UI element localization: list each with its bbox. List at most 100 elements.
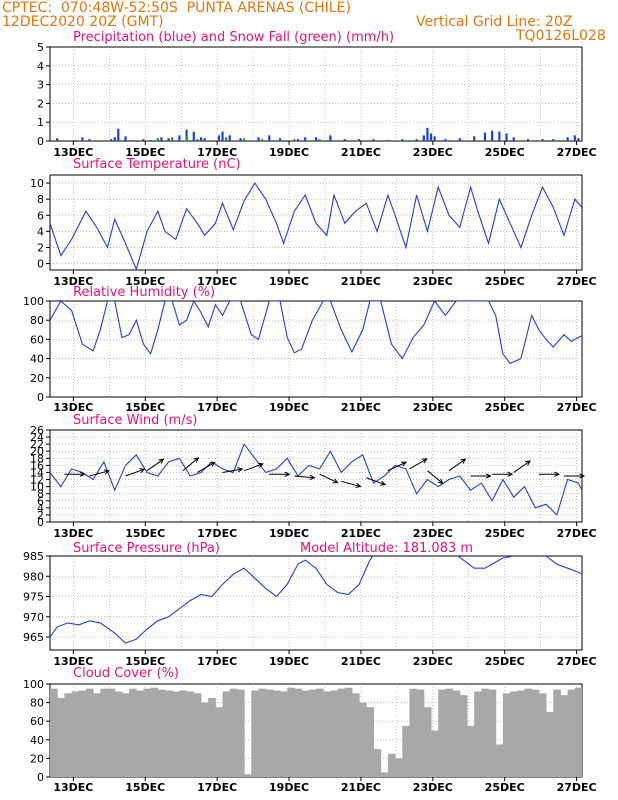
panel6-cloud-cover-bar <box>452 690 461 777</box>
panel6-cloud-cover-bar <box>78 690 87 777</box>
panel6-cloud-cover-bar <box>416 689 425 777</box>
panel6-cloud-cover-bar <box>316 688 324 777</box>
panel2-ytick-label: 2 <box>37 241 44 254</box>
panel6-cloud-cover-bar <box>236 689 245 777</box>
panel5-ytick-label: 975 <box>23 591 44 604</box>
panel1-precipitation-bar <box>573 135 576 141</box>
panel4-xtick-label: 19DEC <box>269 527 309 540</box>
panel4-wind-arrow-head <box>421 458 428 464</box>
panel1-precipitation-bar <box>552 139 555 141</box>
panel4-ytick-label: 2 <box>37 509 44 522</box>
panel6-cloud-cover-bar <box>294 688 303 777</box>
panel5-xtick-label: 19DEC <box>269 655 309 668</box>
panel1-precipitation-bar <box>577 138 580 141</box>
panel4-wind-arrow-head <box>525 460 532 466</box>
panel6-cloud-cover-bar <box>121 693 130 777</box>
panel4-wind-arrow <box>387 461 407 472</box>
panel4-xtick-label: 15DEC <box>125 527 165 540</box>
panel3-ytick-label: 80 <box>30 314 44 327</box>
panel5-ytick-label: 980 <box>23 570 44 583</box>
panel6-cloud-cover-bar <box>251 690 259 777</box>
panel4-wind-arrow <box>294 475 315 479</box>
panel2-xtick-label: 25DEC <box>485 275 525 288</box>
panel6-cloud-cover-bar <box>431 730 439 777</box>
panel2-ytick-label: 4 <box>37 225 44 238</box>
panel6-xtick-label: 21DEC <box>341 781 381 794</box>
panel1-precipitation-bar <box>131 140 134 141</box>
panel1-ytick-label: 1 <box>37 116 44 129</box>
panel6-ytick-label: 40 <box>30 734 44 747</box>
panel6-ytick-label: 60 <box>30 715 44 728</box>
panel1-precipitation-bar <box>221 131 224 141</box>
panel6-xtick-label: 23DEC <box>413 781 453 794</box>
panel4-wind-arrow-head <box>193 457 200 463</box>
panel6-cloud-cover-bar <box>323 691 331 777</box>
panel6-cloud-cover-bar <box>258 688 267 777</box>
panel4-wind-arrow-head <box>485 473 492 479</box>
panel1-precipitation-bar <box>178 135 181 141</box>
panel3-ytick-label: 60 <box>30 333 44 346</box>
panel5-xtick-label: 27DEC <box>557 655 597 668</box>
panel4-xtick-label: 21DEC <box>341 527 381 540</box>
panel4-ytick-label: 24 <box>30 431 44 444</box>
panel4-wind-arrow <box>409 458 428 470</box>
panel6-cloud-cover-bar <box>301 690 310 777</box>
panel1-xtick-label: 21DEC <box>341 146 381 159</box>
panel1-precipitation-bar <box>473 136 476 141</box>
panel1-precipitation-bar <box>110 139 113 141</box>
panel3-xtick-label: 27DEC <box>557 401 597 414</box>
panel1-precipitation-bar <box>343 139 346 141</box>
panel6-cloud-cover-bar <box>459 695 468 777</box>
panel6-cloud-cover-bar <box>272 690 281 777</box>
panel6-cloud-cover-bar <box>215 707 224 777</box>
panel4-wind-arrow <box>89 470 109 477</box>
panel1-precipitation-bar <box>314 137 318 141</box>
panel1-precipitation-bar <box>422 135 425 141</box>
panel1-precipitation-bar <box>401 139 404 141</box>
panel6-cloud-cover-bar <box>560 695 569 777</box>
panel2-xtick-label: 21DEC <box>341 275 381 288</box>
panel6-cloud-cover-bar <box>495 744 504 777</box>
panel2-xtick-label: 13DEC <box>53 275 93 288</box>
panel6-cloud-cover-bar <box>574 687 582 777</box>
panel6-cloud-cover-bar <box>344 687 353 777</box>
panel1-ytick-label: 0 <box>37 135 44 148</box>
panel4-wind-arrow <box>366 477 386 486</box>
panel5-ytick-label: 970 <box>23 611 44 624</box>
panel6-cloud-cover-bar <box>567 689 576 777</box>
panel6-cloud-cover-bar <box>150 687 159 777</box>
panel1-snow-fall-bar <box>196 139 199 141</box>
panel6-cloud-cover-bar <box>200 702 209 777</box>
panel1-snow-fall-bar <box>185 136 188 141</box>
panel1-ytick-label: 5 <box>37 41 44 54</box>
panel3-ytick-label: 100 <box>23 295 44 308</box>
panel4-title: Surface Wind (m/s) <box>73 413 197 428</box>
panel4-wind-arrow-head <box>355 482 362 488</box>
panel5-ytick-label: 965 <box>23 631 44 644</box>
panel1-frame <box>49 46 583 142</box>
panel1-precipitation-bar <box>444 139 447 141</box>
panel1-precipitation-bar <box>505 133 508 141</box>
panel4-wind-arrow-head <box>79 471 86 477</box>
panel6-cloud-cover-bar <box>129 688 137 777</box>
panel2-ytick-label: 0 <box>37 258 44 271</box>
panel1-precipitation-bar <box>257 137 260 141</box>
panel4-wind-arrow <box>197 462 215 473</box>
panel6-cloud-cover-bar <box>466 725 475 777</box>
panel6-cloud-cover-bar <box>373 749 382 777</box>
panel3-ytick-label: 0 <box>37 391 44 404</box>
panel4-ytick-label: 22 <box>30 438 44 451</box>
panel4-wind-arrow-head <box>507 471 514 477</box>
panel1-xtick-label: 23DEC <box>413 146 453 159</box>
panel1-precipitation-bar <box>81 137 84 141</box>
panel1-snow-fall-bar <box>544 140 548 141</box>
panel6-ytick-label: 100 <box>23 678 44 691</box>
panel1-precipitation-bar <box>304 137 307 141</box>
panel1-snow-fall-bar <box>225 137 228 141</box>
panel4-wind-arrow-head <box>401 461 408 467</box>
panel3-xtick-label: 15DEC <box>125 401 165 414</box>
panel4-wind-arrow <box>243 463 264 472</box>
panel4-wind-arrow-head <box>237 467 244 473</box>
panel6-cloud-cover-bar <box>524 688 533 777</box>
panel1-title: Precipitation (blue) and Snow Fall (gree… <box>73 30 394 45</box>
